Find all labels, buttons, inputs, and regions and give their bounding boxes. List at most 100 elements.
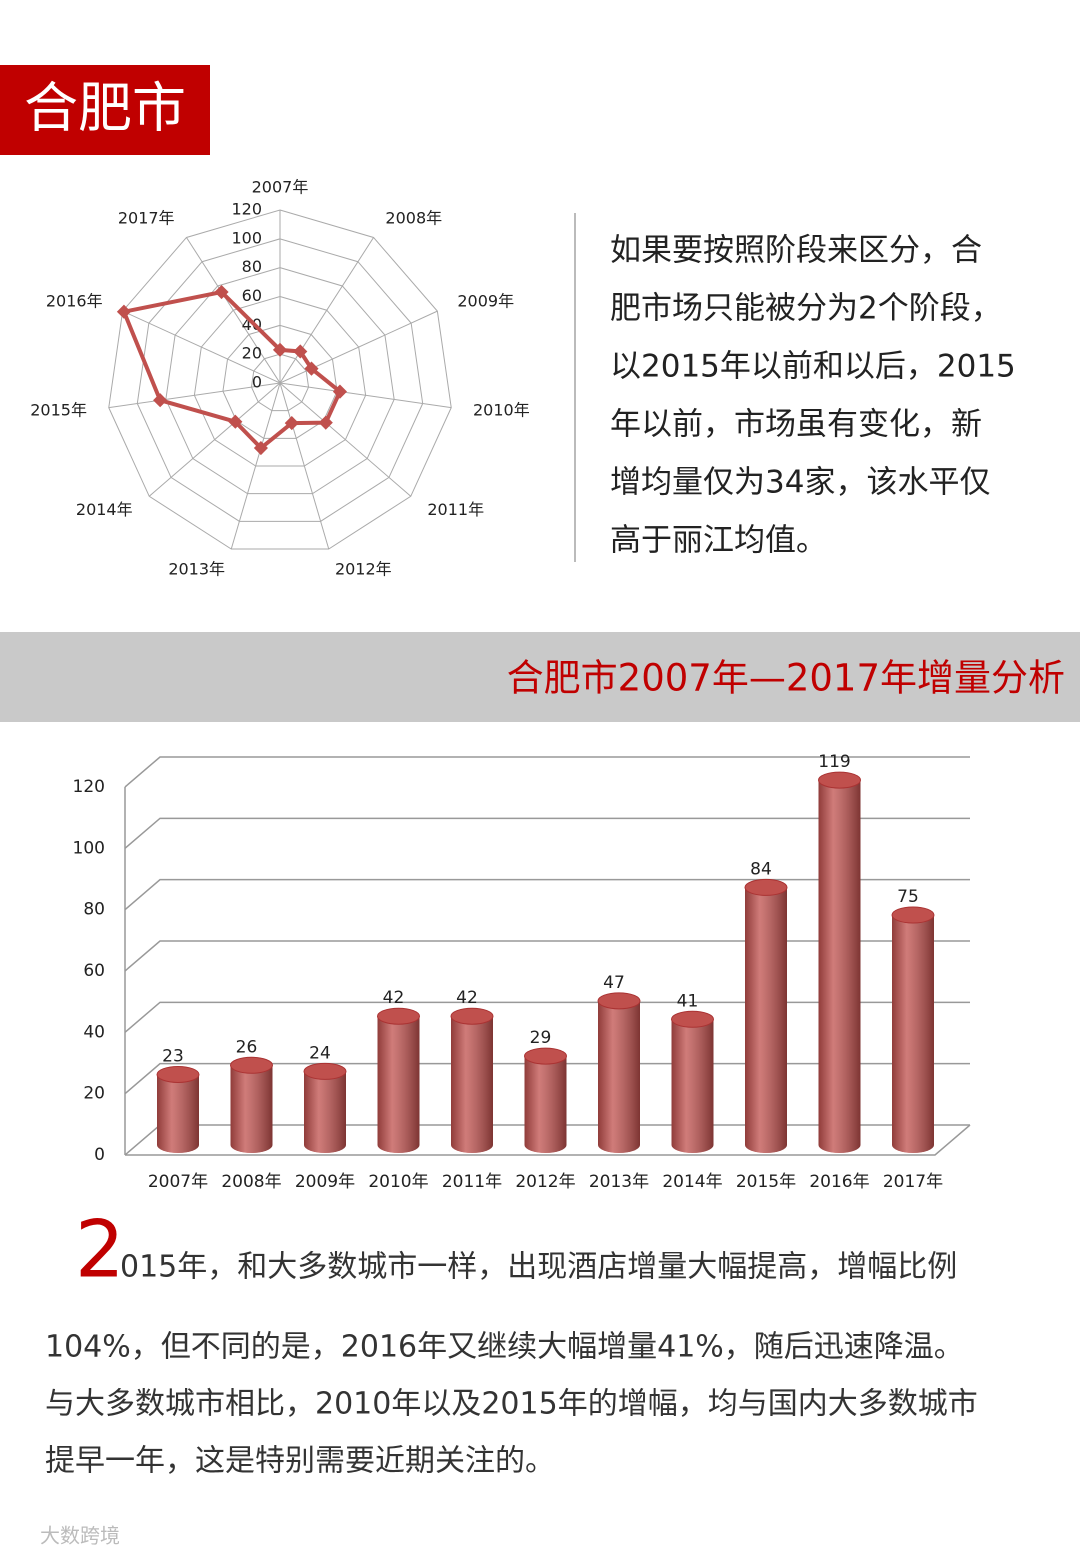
axis-label: 2013年 [168, 560, 225, 579]
data-label: 42 [456, 988, 478, 1008]
radar-marker [318, 415, 333, 430]
bar-top [230, 1056, 273, 1074]
bar-shade [304, 1071, 346, 1153]
spoke [148, 382, 281, 497]
grid-line [124, 817, 970, 849]
spoke [108, 382, 281, 409]
x-tick-label: 2011年 [442, 1172, 502, 1192]
grid-line [193, 295, 367, 467]
bar-shade [157, 1074, 199, 1153]
axis-label: 2008年 [385, 208, 442, 227]
r-tick-label: 120 [231, 200, 262, 219]
data-label: 119 [818, 752, 850, 772]
section-title: 合肥市2007年—2017年增量分析 [507, 657, 1065, 700]
r-tick-label: 80 [242, 257, 262, 276]
bar-top [303, 1062, 347, 1080]
grid-line [124, 1001, 970, 1033]
side-text-line: 肥市场只能被分为2个阶段， [610, 291, 1002, 327]
axis-label: 2010年 [473, 400, 530, 419]
data-label: 23 [162, 1046, 184, 1066]
spoke [279, 382, 330, 550]
bar-shade [230, 1065, 273, 1153]
page-title: 合肥市 [24, 77, 186, 140]
bar-shade [377, 1016, 420, 1153]
bar-top [671, 1010, 714, 1028]
grid-line [165, 267, 395, 495]
grid-line [124, 878, 970, 911]
grid-line [250, 353, 310, 412]
data-label: 42 [383, 988, 405, 1008]
radar-marker [293, 344, 308, 359]
side-text-line: 高于丽江均值。 [610, 523, 827, 559]
grid-line [108, 209, 452, 550]
spoke [122, 310, 281, 384]
y-tick-label: 120 [73, 777, 105, 797]
section-band [0, 632, 1080, 722]
bar-top [891, 906, 935, 924]
x-tick-label: 2008年 [221, 1172, 281, 1192]
spoke [279, 382, 412, 497]
bar-top [597, 992, 641, 1010]
bar-top [818, 771, 861, 789]
x-tick-label: 2012年 [515, 1172, 575, 1192]
body-text-line: 015年，和大多数城市一样，出现酒店增量大幅提高，增幅比例 [120, 1250, 957, 1285]
bar-top [156, 1065, 200, 1083]
x-tick-label: 2016年 [809, 1172, 869, 1192]
data-label: 26 [236, 1037, 258, 1057]
y-tick-label: 60 [83, 961, 105, 981]
x-tick-label: 2010年 [368, 1172, 428, 1192]
axis-label: 2014年 [76, 500, 133, 519]
side-text-line: 增均量仅为34家，该水平仅 [610, 465, 990, 501]
body-text-line: 与大多数城市相比，2010年以及2015年的增幅，均与国内大多数城市 [45, 1387, 978, 1422]
y-tick-label: 40 [83, 1022, 105, 1042]
r-tick-label: 20 [242, 344, 262, 363]
side-text-line: 年以前，市场虽有变化，新 [610, 407, 982, 443]
radar-marker [253, 440, 268, 456]
side-text-line: 以2015年以前和以后，2015 [610, 349, 1016, 385]
bar-shade [524, 1056, 567, 1153]
spoke [279, 382, 452, 409]
data-label: 75 [897, 887, 919, 907]
grid-line [124, 756, 970, 788]
bar-shade [598, 1000, 640, 1153]
bar-shade [818, 780, 861, 1153]
axis-label: 2015年 [30, 400, 87, 419]
radar-marker [228, 414, 243, 429]
y-tick-label: 80 [83, 900, 105, 920]
y-tick-label: 100 [73, 838, 105, 858]
radar-marker [304, 361, 319, 376]
bar-shade [745, 887, 787, 1153]
body-text-line: 提早一年，这是特别需要近期关注的。 [45, 1444, 555, 1479]
radar-marker [153, 393, 168, 408]
grid-line [222, 324, 338, 439]
r-tick-label: 100 [231, 228, 262, 247]
x-tick-label: 2007年 [148, 1172, 208, 1192]
floor [125, 1124, 971, 1156]
body-text-line: 104%，但不同的是，2016年又继续大幅增量41%，随后迅速降温。 [45, 1330, 964, 1365]
r-tick-label: 60 [242, 286, 262, 305]
radar-marker [116, 304, 132, 319]
data-label: 84 [750, 859, 772, 879]
title-box [0, 65, 210, 155]
spoke [279, 310, 438, 384]
axis-label: 2012年 [335, 560, 392, 579]
watermark: 大数跨境 [40, 1524, 120, 1548]
axis-label: 2017年 [118, 208, 175, 227]
bar-shade [892, 915, 934, 1153]
radar-marker [272, 342, 288, 357]
radar-marker [332, 384, 348, 399]
bar-top [450, 1007, 494, 1025]
bar-top [524, 1047, 567, 1065]
grid-line [124, 940, 970, 972]
x-tick-label: 2009年 [295, 1172, 355, 1192]
bar-top [377, 1007, 420, 1025]
radar-marker [284, 416, 299, 431]
data-label: 24 [309, 1043, 331, 1063]
grid-line [136, 238, 424, 522]
axis-label: 2009年 [457, 291, 514, 310]
axis-label: 2007年 [252, 178, 309, 197]
x-tick-label: 2014年 [662, 1172, 722, 1192]
axis-label: 2011年 [427, 500, 484, 519]
x-tick-label: 2013年 [589, 1172, 649, 1192]
